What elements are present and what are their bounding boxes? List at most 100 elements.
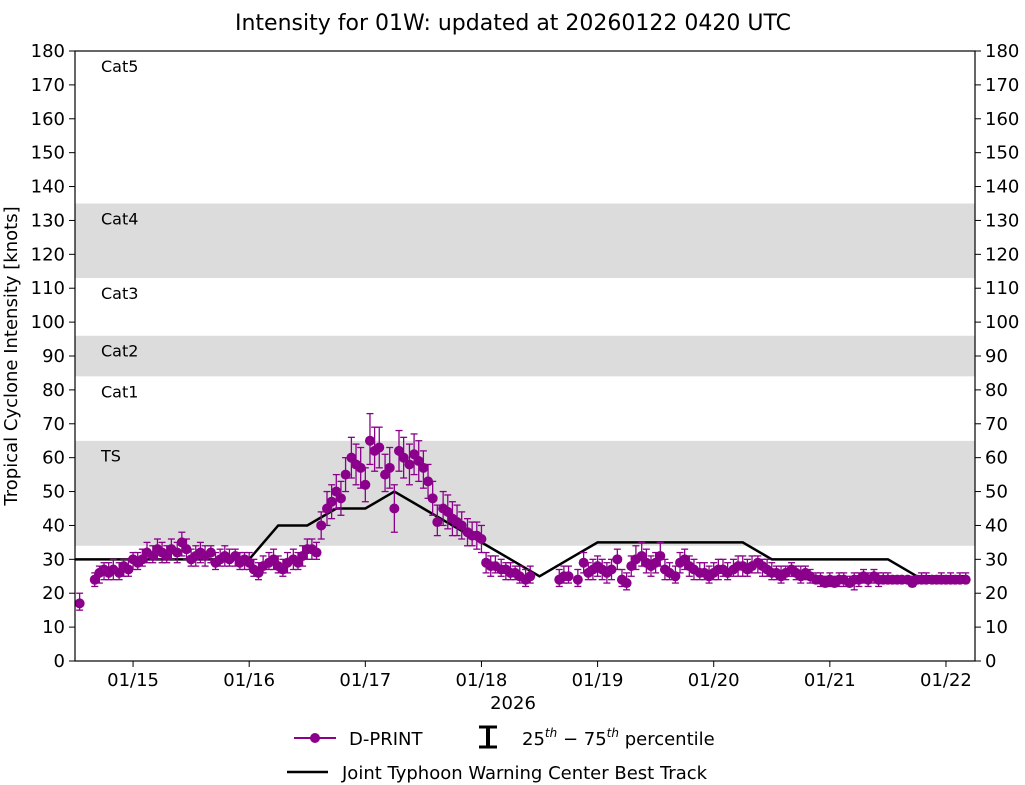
y-tick-label-right: 100 <box>985 312 1019 333</box>
x-tick-label: 01/15 <box>107 670 159 691</box>
band-cat4 <box>75 203 975 279</box>
dprint-marker <box>340 469 351 480</box>
dprint-point <box>621 572 632 591</box>
band-label-cat5: Cat5 <box>101 57 138 76</box>
dprint-marker <box>374 442 385 453</box>
dprint-marker <box>205 547 216 558</box>
legend-percentile-label: 25th − 75th percentile <box>522 726 715 750</box>
y-tick-label-left: 110 <box>31 278 65 299</box>
dprint-marker <box>355 462 366 473</box>
y-tick-label-right: 180 <box>985 41 1019 62</box>
y-tick-label-left: 140 <box>31 177 65 198</box>
dprint-marker <box>670 571 681 582</box>
y-tick-label-left: 40 <box>42 515 65 536</box>
dprint-point <box>311 541 322 560</box>
dprint-point <box>398 436 409 479</box>
dprint-point <box>612 548 623 571</box>
y-tick-label-right: 0 <box>985 651 996 672</box>
y-tick-label-left: 0 <box>54 651 65 672</box>
band-label-cat3: Cat3 <box>101 284 138 303</box>
category-bands: TS Cat1 Cat2 Cat3 Cat4 Cat5 <box>75 51 975 546</box>
dprint-marker <box>525 571 536 582</box>
dprint-marker <box>74 598 85 609</box>
y-tick-label-left: 50 <box>42 482 65 503</box>
dprint-point <box>960 572 971 585</box>
dprint-marker <box>572 574 583 585</box>
y-tick-label-left: 90 <box>42 346 65 367</box>
dprint-point <box>481 551 492 574</box>
dprint-marker <box>563 571 574 582</box>
band-label-cat1: Cat1 <box>101 382 138 401</box>
dprint-marker <box>621 578 632 589</box>
dprint-marker <box>311 547 322 558</box>
x-tick-label: 01/17 <box>339 670 391 691</box>
y-tick-label-right: 80 <box>985 380 1008 401</box>
dprint-point <box>606 558 617 581</box>
y-tick-label-right: 110 <box>985 278 1019 299</box>
dprint-marker <box>655 550 666 561</box>
dprint-point <box>432 504 443 537</box>
x-tick-label: 01/20 <box>688 670 740 691</box>
dprint-point <box>374 426 385 469</box>
y-tick-label-left: 170 <box>31 75 65 96</box>
band-label-ts: TS <box>100 447 121 466</box>
y-axis-label: Tropical Cyclone Intensity [knots] <box>1 206 22 506</box>
y-tick-label-right: 40 <box>985 515 1008 536</box>
y-tick-label-left: 160 <box>31 109 65 130</box>
dprint-point <box>74 592 85 611</box>
dprint-marker <box>364 435 375 446</box>
dprint-point <box>364 412 375 466</box>
dprint-marker <box>612 554 623 565</box>
y-tick-label-right: 50 <box>985 482 1008 503</box>
dprint-marker <box>423 476 434 487</box>
y-tick-label-left: 30 <box>42 549 65 570</box>
dprint-marker <box>335 493 346 504</box>
x-tick-label: 01/21 <box>804 670 856 691</box>
dprint-point <box>563 565 574 584</box>
legend-best-track-label: Joint Typhoon Warning Center Best Track <box>341 763 708 784</box>
dprint-point <box>181 538 192 560</box>
y-tick-label-right: 10 <box>985 617 1008 638</box>
dprint-point <box>572 568 583 588</box>
plot-border <box>74 50 976 662</box>
chart-title: Intensity for 01W: updated at 20260122 0… <box>235 11 791 36</box>
dprint-marker <box>123 564 134 575</box>
x-tick-label: 01/19 <box>572 670 624 691</box>
band-label-cat4: Cat4 <box>101 210 138 229</box>
dprint-marker <box>326 496 337 507</box>
dprint-point <box>737 555 748 577</box>
axis-ticks: 0 0 10 10 20 20 30 30 40 40 50 50 60 60 70 70 80 80 90 90 10… <box>31 41 1020 691</box>
legend-dprint-label: D-PRINT <box>349 729 423 750</box>
y-tick-label-left: 150 <box>31 143 65 164</box>
legend-percentile-icon <box>479 725 497 749</box>
y-tick-label-left: 70 <box>42 414 65 435</box>
band-label-cat2: Cat2 <box>101 342 138 361</box>
dprint-marker <box>606 564 617 575</box>
dprint-marker <box>578 557 589 568</box>
dprint-marker <box>384 462 395 473</box>
x-tick-label: 01/16 <box>223 670 275 691</box>
y-tick-label-right: 160 <box>985 109 1019 130</box>
y-tick-label-left: 180 <box>31 41 65 62</box>
dprint-point <box>423 463 434 499</box>
y-tick-label-left: 10 <box>42 617 65 638</box>
dprint-marker <box>398 452 409 463</box>
band-cat5 <box>75 51 975 204</box>
legend-dprint-marker <box>310 733 320 743</box>
y-tick-label-right: 120 <box>985 244 1019 265</box>
x-tick-label: 01/22 <box>920 670 972 691</box>
dprint-point <box>335 480 346 516</box>
best-track-line-group <box>75 490 966 578</box>
dprint-points-group <box>74 412 971 611</box>
dprint-marker <box>172 547 183 558</box>
dprint-point <box>427 480 438 516</box>
y-tick-label-left: 120 <box>31 244 65 265</box>
y-tick-label-right: 70 <box>985 414 1008 435</box>
y-tick-label-left: 20 <box>42 583 65 604</box>
dprint-point <box>142 541 152 564</box>
dprint-point <box>389 484 400 533</box>
dprint-marker <box>960 574 971 585</box>
y-tick-label-left: 100 <box>31 312 65 333</box>
dprint-marker <box>389 503 400 514</box>
legend: D-PRINT 25th − 75th percentile Joint Typ… <box>287 725 715 784</box>
